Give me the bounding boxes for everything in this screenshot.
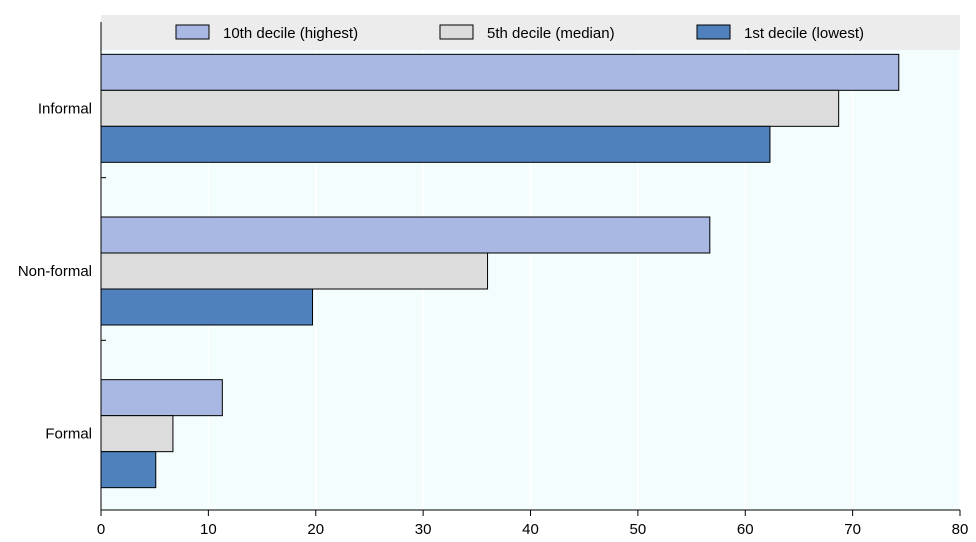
bar [100, 252, 489, 290]
bar [100, 415, 174, 453]
legend-label: 5th decile (median) [487, 25, 615, 42]
legend-item: 10th decile (highest) [175, 24, 358, 42]
x-tick-label: 80 [952, 521, 969, 538]
x-tick-label: 10 [200, 521, 217, 538]
bar [100, 216, 711, 254]
legend-label: 10th decile (highest) [223, 25, 358, 42]
x-tick-label: 40 [522, 521, 539, 538]
bar [100, 89, 840, 127]
x-tick-label: 30 [415, 521, 432, 538]
x-tick-label: 0 [97, 521, 105, 538]
legend: 10th decile (highest) 5th decile (median)… [175, 24, 864, 42]
legend-box [101, 15, 960, 50]
bar [100, 288, 314, 326]
legend-swatch [439, 24, 474, 40]
legend-label: 1st decile (lowest) [744, 25, 864, 42]
bar [100, 53, 900, 91]
bar [100, 379, 223, 417]
category-label: Informal [38, 100, 92, 117]
x-ticks: 0 10 20 30 40 50 60 70 80 [97, 510, 969, 538]
x-tick-label: 70 [844, 521, 861, 538]
x-tick-label: 60 [737, 521, 754, 538]
x-tick-label: 50 [630, 521, 647, 538]
bar [100, 451, 157, 489]
category-label: Non-formal [18, 263, 92, 280]
x-tick-label: 20 [307, 521, 324, 538]
legend-item: 5th decile (median) [439, 24, 615, 42]
category-labels: Informal Non-formal Formal [18, 100, 106, 443]
legend-item: 1st decile (lowest) [696, 24, 864, 42]
category-label: Formal [45, 426, 92, 443]
bars [100, 53, 900, 489]
bar [100, 125, 771, 163]
legend-swatch [696, 24, 731, 40]
legend-swatch [175, 24, 210, 40]
